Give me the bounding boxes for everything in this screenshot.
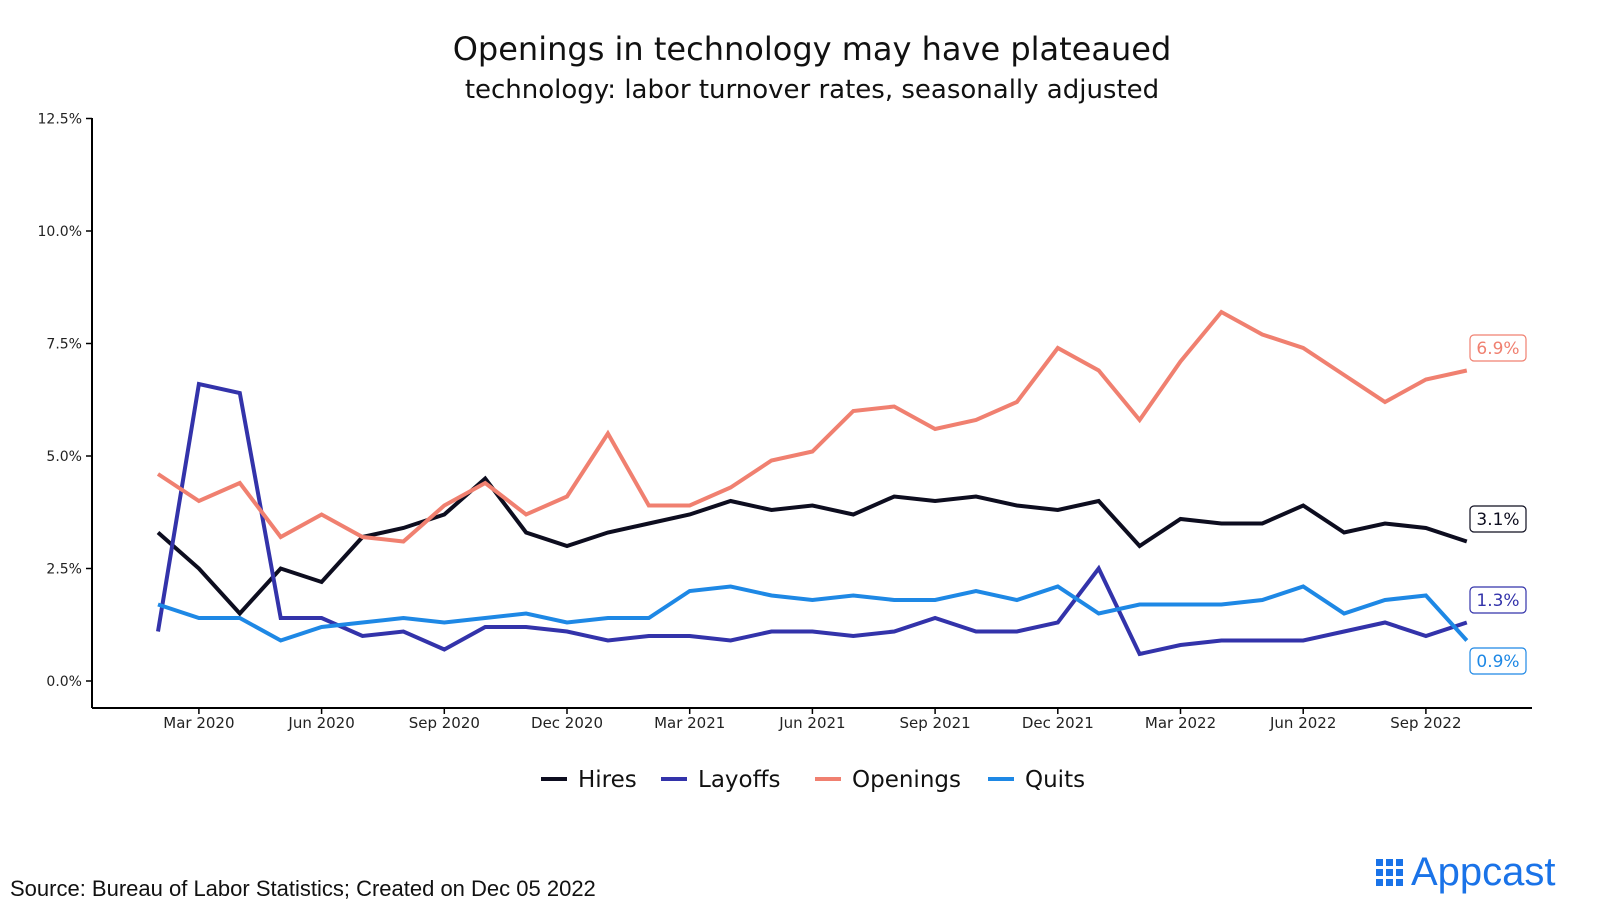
- legend-label: Quits: [1025, 767, 1085, 793]
- x-axis-ticks: Mar 2020 Jun 2020 Sep 2020 Dec 2020 Mar 2021…: [163, 708, 1462, 732]
- series-lines: [156, 309, 1469, 657]
- x-tick-label: Mar 2022: [1145, 714, 1216, 732]
- end-label-value: 3.1%: [1476, 510, 1519, 530]
- x-tick-label: Dec 2021: [1022, 714, 1094, 732]
- y-tick-label: 5.0%: [46, 449, 82, 465]
- x-tick-label: Jun 2021: [778, 714, 845, 732]
- x-tick-label: Mar 2020: [163, 714, 234, 732]
- y-tick-label: 12.5%: [38, 112, 82, 128]
- legend-label: Layoffs: [698, 767, 780, 793]
- end-label-box: [1469, 647, 1527, 675]
- legend-item-layoffs: Layoffs: [661, 767, 780, 793]
- dot-grid-icon: [1376, 858, 1403, 886]
- legend-item-quits: Quits: [988, 767, 1085, 793]
- y-tick-label: 0.0%: [46, 674, 82, 690]
- y-tick-label: 2.5%: [46, 562, 82, 578]
- end-label-box: [1469, 334, 1527, 362]
- x-tick-label: Mar 2021: [654, 714, 725, 732]
- x-tick-label: Dec 2020: [531, 714, 603, 732]
- end-label-value: 0.9%: [1476, 652, 1519, 672]
- series-line-layoffs: [156, 381, 1468, 657]
- end-label-box: [1469, 586, 1527, 614]
- end-label-hires: 3.1%: [1469, 505, 1527, 533]
- chart-title: Openings in technology may have plateaue…: [453, 30, 1172, 68]
- legend-label: Hires: [578, 767, 637, 793]
- end-labels: 3.1% 1.3% 6.9% 0.9%: [1469, 334, 1527, 675]
- legend-label: Openings: [852, 767, 961, 793]
- logo-text: Appcast: [1411, 850, 1556, 894]
- end-label-openings: 6.9%: [1469, 334, 1527, 362]
- x-tick-label: Sep 2020: [409, 714, 480, 732]
- y-tick-label: 7.5%: [46, 337, 82, 353]
- x-tick-label: Jun 2020: [287, 714, 354, 732]
- series-line-openings: [156, 309, 1468, 544]
- end-label-box: [1469, 505, 1527, 533]
- appcast-logo: Appcast: [1376, 852, 1556, 892]
- end-label-value: 1.3%: [1476, 591, 1519, 611]
- series-line-quits: [157, 584, 1469, 643]
- x-tick-label: Sep 2022: [1390, 714, 1461, 732]
- y-tick-label: 10.0%: [38, 224, 82, 240]
- legend-item-hires: Hires: [541, 767, 637, 793]
- legend-item-openings: Openings: [815, 767, 961, 793]
- end-label-quits: 0.9%: [1469, 647, 1527, 675]
- series-line-hires: [156, 475, 1468, 617]
- x-tick-label: Jun 2022: [1269, 714, 1336, 732]
- y-axis-ticks: 0.0% 2.5% 5.0% 7.5% 10.0% 12.5%: [38, 112, 92, 690]
- source-note: Source: Bureau of Labor Statistics; Crea…: [10, 876, 596, 901]
- legend: Hires Layoffs Openings Quits: [541, 767, 1085, 793]
- x-tick-label: Sep 2021: [899, 714, 970, 732]
- end-label-layoffs: 1.3%: [1469, 586, 1527, 614]
- end-label-value: 6.9%: [1476, 339, 1519, 359]
- chart-subtitle: technology: labor turnover rates, season…: [465, 75, 1159, 105]
